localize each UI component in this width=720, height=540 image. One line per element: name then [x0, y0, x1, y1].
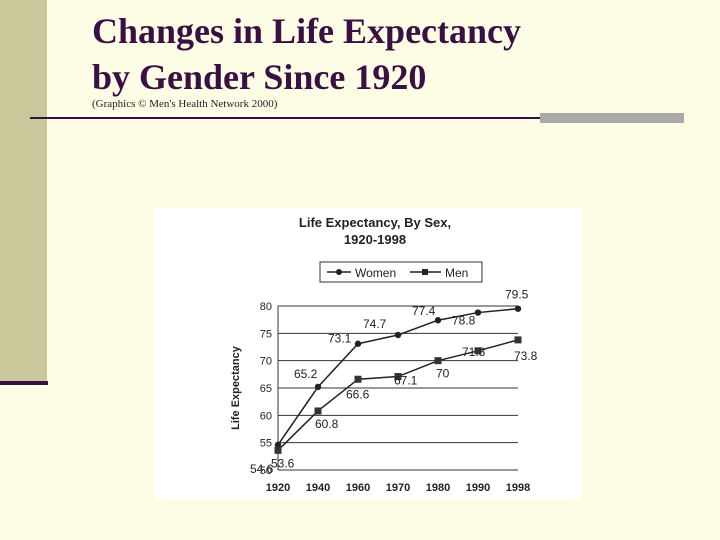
legend-women-marker	[336, 269, 342, 275]
chart-image: Life Expectancy, By Sex, 1920-1998 Women…	[155, 208, 581, 500]
legend-men-label: Men	[445, 266, 468, 280]
y-tick-label: 65	[260, 383, 272, 395]
slide-title: Changes in Life Expectancy by Gender Sin…	[92, 11, 522, 97]
y-tick-label: 50	[260, 465, 272, 477]
y-axis-label: Life Expectancy	[230, 345, 242, 430]
data-label: 73.8	[514, 349, 538, 363]
data-label: 74.7	[363, 317, 387, 331]
data-label: 65.2	[294, 367, 318, 381]
chart-title-line1: Life Expectancy, By Sex,	[299, 215, 451, 230]
data-label: 67.1	[394, 374, 418, 388]
women-data-point	[394, 331, 402, 339]
data-label: 71.8	[462, 345, 486, 359]
data-label: 70	[436, 367, 450, 381]
left-decor-band	[0, 0, 47, 383]
men-data-point	[514, 336, 522, 344]
data-label: 66.6	[346, 387, 370, 401]
chart-grid	[278, 305, 518, 471]
chart-legend: Women Men	[319, 261, 483, 283]
chart-series: 54.6 65.2 73.1 74.7 77.4 78.8 79.5 53.6 60.8 66.6…	[250, 288, 538, 476]
life-expectancy-chart: Life Expectancy, By Sex, 1920-1998 Women…	[230, 215, 538, 494]
x-tick-label: 1970	[386, 482, 410, 494]
title-rule-block	[540, 113, 684, 123]
y-tick-label: 80	[260, 301, 272, 313]
legend-men-marker	[422, 269, 428, 275]
women-data-point	[274, 441, 282, 449]
x-tick-label: 1980	[426, 482, 450, 494]
men-data-point	[474, 347, 482, 355]
women-data-point	[514, 305, 522, 312]
men-data-point	[434, 357, 442, 365]
left-decor-band-edge	[0, 381, 48, 385]
y-tick-label: 70	[260, 356, 272, 368]
x-tick-label: 1920	[266, 482, 290, 494]
women-data-point	[434, 317, 442, 324]
data-label: 78.8	[452, 314, 476, 328]
y-tick-label: 55	[260, 438, 272, 450]
slide-credit: (Graphics © Men's Health Network 2000)	[92, 98, 278, 110]
men-data-point	[314, 407, 322, 415]
legend-box	[319, 261, 483, 283]
data-label: 54.6	[250, 462, 274, 476]
data-label: 73.1	[328, 332, 352, 346]
data-label: 77.4	[412, 304, 436, 318]
data-label: 60.8	[315, 417, 339, 431]
x-tick-label: 1960	[346, 482, 370, 494]
chart-title-line2: 1920-1998	[344, 232, 406, 247]
y-tick-label: 75	[260, 328, 272, 340]
men-data-point	[274, 446, 282, 454]
data-label: 79.5	[505, 288, 529, 302]
legend-women-label: Women	[355, 266, 396, 280]
women-data-point	[314, 383, 322, 391]
data-label: 53.6	[271, 456, 295, 470]
men-data-point	[394, 373, 402, 381]
women-data-point	[354, 340, 362, 347]
x-tick-label: 1998	[506, 482, 530, 494]
men-data-point	[354, 375, 362, 383]
y-tick-label: 60	[260, 410, 272, 422]
chart-axes: 50 55 60 65 70 75 80 1920 1940 1960 1970 1980 1990 19…	[260, 301, 530, 494]
women-data-point	[474, 309, 482, 316]
x-tick-label: 1940	[306, 482, 330, 494]
x-tick-label: 1990	[466, 482, 490, 494]
title-rule-line	[30, 117, 540, 119]
